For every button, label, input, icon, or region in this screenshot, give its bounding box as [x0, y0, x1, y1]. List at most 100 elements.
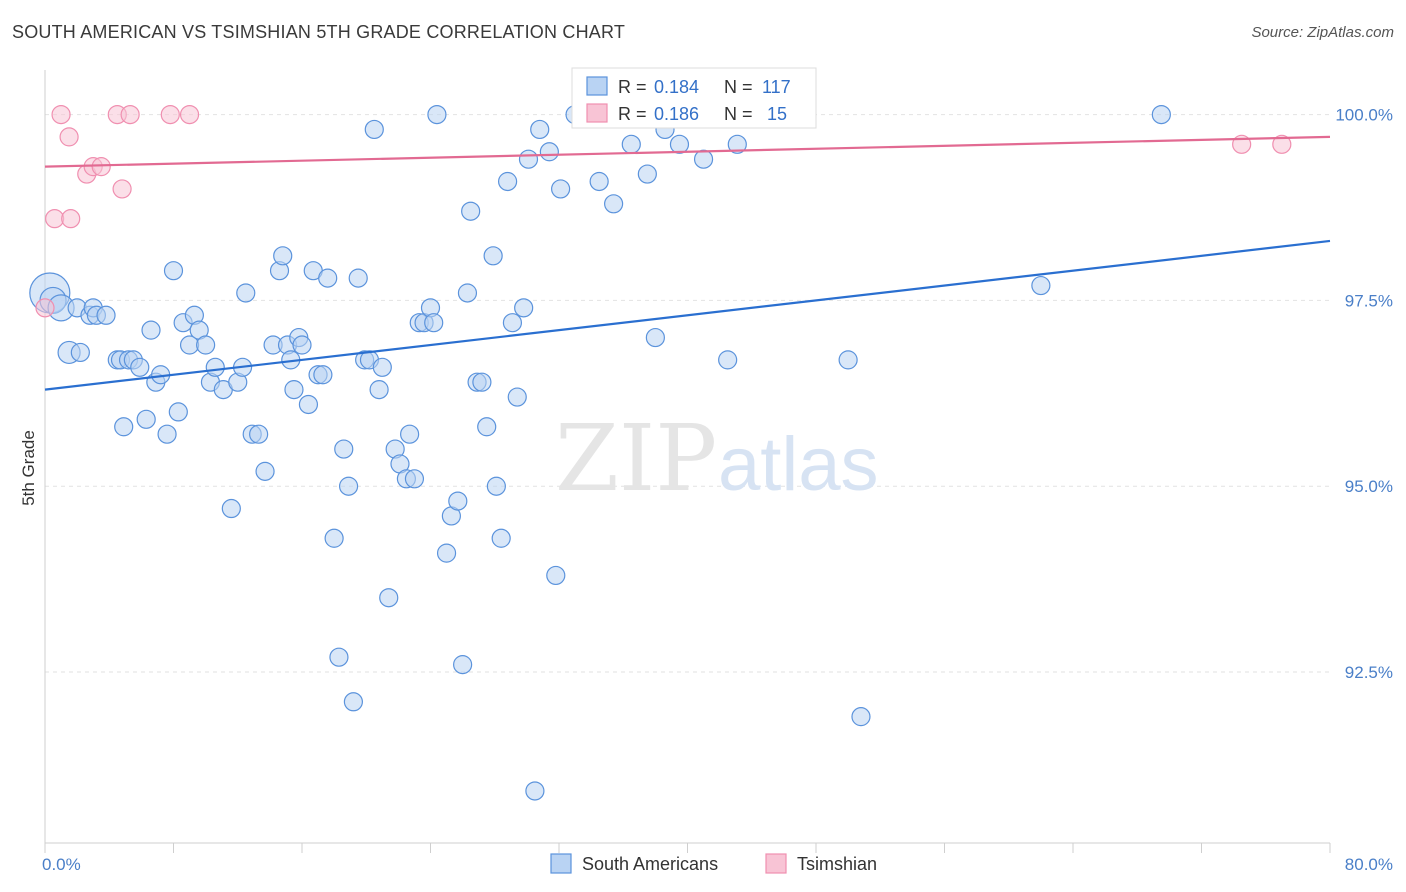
south-americans-point [637, 164, 657, 184]
tsimshian-trendline [44, 135, 1331, 168]
legend-r-value-1: 0.184 [654, 77, 699, 97]
legend-n-value-2: 15 [762, 104, 787, 124]
south-americans-point [96, 305, 116, 325]
south-americans-point [141, 320, 161, 340]
tsimshian-point [35, 298, 55, 318]
south-americans-point [364, 119, 384, 140]
south-americans-point [851, 707, 871, 727]
legend-r-label-1: R = [618, 77, 647, 97]
south-americans-point [838, 350, 858, 370]
bottom-legend-tsimshian: Tsimshian [797, 854, 877, 874]
south-americans-point [514, 298, 534, 318]
south-americans-point [329, 647, 349, 667]
south-americans-point [427, 104, 447, 125]
south-americans-point [136, 409, 156, 429]
y-tick-label: 100.0% [1335, 106, 1393, 125]
south-americans-point [727, 134, 747, 154]
bottom-legend-swatch-tsimshian [765, 853, 787, 874]
south-americans-point [621, 134, 641, 154]
watermark-atlas: atlas [718, 422, 879, 507]
south-americans-point [424, 313, 444, 333]
legend-box: R = 0.184 N = 117 R = 0.186 N = 15 [571, 67, 817, 129]
south-americans-point [70, 342, 90, 363]
tsimshian-point [112, 179, 132, 199]
tick-labels: 92.5% 95.0% 97.5% 100.0% 0.0% 80.0% [42, 106, 1393, 874]
south-americans-point [539, 142, 559, 162]
south-americans-point [348, 268, 368, 288]
south-americans-point [130, 357, 150, 377]
trendlines [44, 135, 1331, 391]
south-americans-point [168, 402, 188, 422]
south-americans-point [461, 201, 481, 221]
south-americans-point [1151, 104, 1171, 125]
south-americans-point [718, 350, 738, 370]
tsimshian-point [160, 104, 180, 125]
south-americans-point [372, 357, 392, 377]
south-americans-point [343, 692, 363, 712]
south-americans-trendline [44, 239, 1331, 391]
south-americans-point [221, 498, 241, 519]
tsimshian-point [59, 127, 79, 147]
south-americans-point [298, 394, 319, 415]
south-americans-point [273, 246, 293, 266]
legend-n-value-1: 117 [762, 77, 791, 97]
watermark-zip: ZIP [555, 405, 717, 512]
south-americans-point [472, 372, 492, 392]
south-americans-point [292, 335, 312, 355]
south-americans-point [255, 461, 275, 481]
legend-swatch-south-americans [586, 76, 608, 96]
bottom-legend-swatch-south-americans [550, 853, 572, 874]
legend-n-label-1: N = [724, 77, 753, 97]
south-americans-point [477, 417, 497, 437]
south-americans-point [196, 335, 216, 355]
south-americans-point [163, 261, 184, 281]
chart-title: SOUTH AMERICAN VS TSIMSHIAN 5TH GRADE CO… [12, 22, 626, 42]
south-americans-point [114, 417, 134, 437]
south-americans-point [498, 171, 518, 192]
south-americans-point [404, 469, 425, 489]
south-americans-point [313, 365, 333, 385]
tsimshian-point [120, 104, 140, 125]
grid-lines [45, 114, 1330, 673]
south-americans-point [507, 387, 527, 407]
south-americans-point [645, 327, 665, 348]
south-americans-point [669, 134, 690, 154]
south-americans-point [369, 380, 389, 400]
tsimshian-point [61, 209, 81, 229]
south-americans-point [157, 424, 177, 444]
legend-swatch-tsimshian [586, 103, 608, 123]
tsimshian-point [51, 104, 71, 125]
south-americans-point [324, 528, 344, 548]
x-tick-label-max: 80.0% [1345, 855, 1393, 874]
south-americans-point [1031, 275, 1051, 296]
axes [44, 70, 1331, 853]
tsimshian-point [91, 157, 111, 177]
south-americans-point [546, 565, 566, 586]
south-americans-point [483, 246, 503, 266]
south-americans-point [486, 476, 506, 496]
south-americans-point [249, 424, 269, 444]
bottom-legend-south-americans: South Americans [582, 854, 718, 874]
y-tick-label: 92.5% [1345, 663, 1393, 682]
south-americans-point [604, 194, 624, 214]
south-americans-point [400, 424, 420, 444]
y-axis-label: 5th Grade [19, 430, 38, 506]
bottom-legend: South Americans Tsimshian [550, 853, 877, 874]
y-tick-label: 95.0% [1345, 477, 1393, 496]
south-americans-point [693, 149, 714, 169]
tsimshian-point [1272, 134, 1292, 154]
south-americans-point [551, 179, 571, 199]
south-americans-point [589, 171, 609, 192]
x-tick-label-min: 0.0% [42, 855, 81, 874]
south-americans-point [491, 528, 511, 548]
data-points [29, 104, 1292, 801]
south-americans-point [502, 313, 523, 333]
south-americans-point [284, 380, 304, 400]
south-americans-point [518, 149, 539, 169]
legend-n-label-2: N = [724, 104, 753, 124]
tsimshian-point [45, 209, 65, 229]
legend-r-value-2: 0.186 [654, 104, 699, 124]
south-americans-point [205, 357, 225, 377]
south-americans-point [530, 119, 550, 140]
